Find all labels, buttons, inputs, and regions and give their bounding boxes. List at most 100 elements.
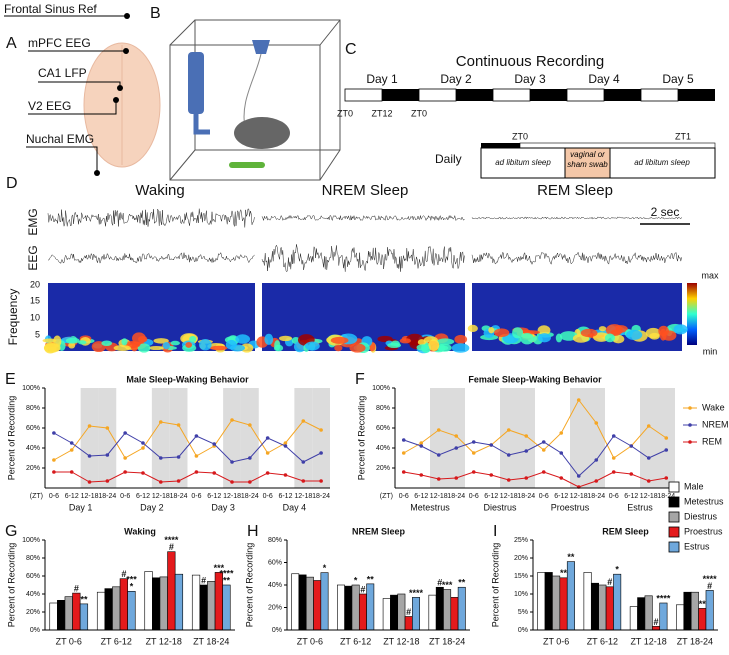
power-blob (437, 343, 452, 352)
significance-mark: # (201, 575, 206, 585)
bar (404, 616, 413, 631)
power-blob (673, 324, 688, 335)
y-tick-label: 20% (376, 465, 390, 472)
power-blob (304, 341, 320, 351)
power-blob (512, 327, 524, 339)
power-blob (436, 338, 455, 345)
dark-phase-shade (312, 388, 330, 488)
y-tick-label: 60% (26, 425, 40, 432)
significance-mark: ** (699, 599, 707, 609)
point (248, 423, 252, 427)
bar (159, 576, 168, 631)
dark-phase (481, 143, 520, 148)
mouse (234, 117, 290, 149)
colorbar-label: min (703, 346, 718, 356)
significance-mark: ** (560, 568, 568, 578)
power-blob (42, 338, 57, 343)
bar (605, 586, 614, 631)
power-blob (131, 343, 138, 352)
point (301, 479, 306, 483)
bar (428, 594, 437, 631)
bar (552, 575, 561, 631)
state-title: REM Sleep (537, 182, 613, 199)
y-tick-label: 20% (268, 604, 282, 611)
significance-mark: # (360, 584, 365, 594)
x-tick-label: 0-6 (49, 493, 59, 500)
significance-mark: ** (458, 578, 466, 588)
dark-phase (678, 89, 715, 101)
day-label: Day 4 (588, 72, 620, 86)
point (158, 420, 163, 424)
spectrogram-tick: 20 (30, 279, 40, 289)
bar (112, 586, 121, 631)
significance-mark: **** (409, 588, 424, 598)
power-blob (153, 338, 169, 344)
point (454, 434, 459, 438)
bar (344, 585, 353, 631)
bar (305, 576, 314, 631)
colorbar-label: max (701, 270, 719, 280)
legend-label: REM (702, 436, 722, 446)
electrode (117, 85, 123, 91)
segment (609, 147, 716, 179)
light-phase (640, 88, 679, 102)
electrode (113, 97, 119, 103)
cage (169, 19, 341, 181)
bar (214, 572, 223, 631)
significance-mark: * (130, 582, 134, 592)
y-tick-label: 0% (272, 627, 282, 634)
x-tick-label: ZT 6-12 (101, 636, 132, 646)
point (319, 451, 323, 455)
series-line (53, 419, 322, 461)
light-phase (566, 88, 605, 102)
y-axis-label: Percent of Recording (244, 543, 254, 628)
light-dark-bar (344, 88, 715, 102)
legend-label: Estrus (684, 541, 710, 551)
y-tick-label: 80% (376, 405, 390, 412)
dark-phase (530, 89, 567, 101)
bar (96, 591, 106, 631)
x-tick-label: 0-6 (120, 493, 130, 500)
state-title: Waking (135, 182, 184, 199)
point (141, 471, 145, 475)
bar (337, 584, 345, 631)
point (194, 470, 199, 474)
power-blob (494, 328, 510, 337)
point (283, 473, 288, 477)
point (87, 424, 92, 428)
series-line (403, 435, 667, 477)
bar (64, 596, 73, 631)
power-blob (451, 343, 470, 353)
spectrogram-tick: 15 (30, 295, 40, 305)
x-tick-label: 12-18 (570, 493, 588, 500)
point (471, 451, 476, 455)
power-blob (199, 339, 212, 351)
point (123, 456, 127, 460)
point (419, 441, 424, 445)
segment-label: ad libitum sleep (634, 158, 690, 167)
segment-label-box: vaginal or sham swab (567, 150, 607, 169)
panel-letter: D (6, 175, 18, 192)
group-label: Day 3 (211, 502, 235, 512)
dark-phase-shade (640, 388, 658, 488)
power-blob (610, 329, 621, 335)
dark-phase-shade (430, 388, 448, 488)
significance-mark: *** (214, 563, 225, 573)
y-tick-label: 80% (26, 405, 40, 412)
bar (450, 597, 459, 631)
bar (544, 572, 553, 631)
x-tick-label: 18-24 (447, 493, 465, 500)
power-blob (274, 340, 281, 351)
point (105, 479, 110, 483)
x-tick-label: 6-12 (207, 493, 221, 500)
tube (193, 114, 210, 135)
bar (652, 626, 661, 631)
x-tick-label: 0-6 (539, 493, 549, 500)
point (436, 428, 441, 432)
point (611, 434, 616, 438)
dark-phase-shade (570, 388, 588, 488)
dark-phase (604, 89, 641, 101)
point (559, 476, 564, 480)
legend-marker (688, 406, 692, 410)
